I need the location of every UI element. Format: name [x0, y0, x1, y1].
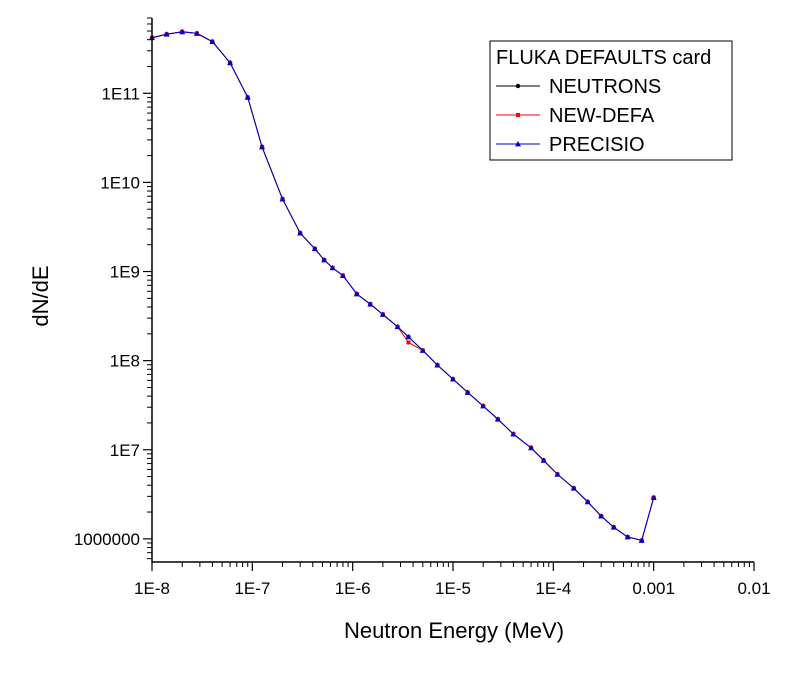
data-point-precisio: [450, 376, 456, 382]
data-point-precisio: [329, 264, 336, 271]
data-point-precisio: [638, 537, 645, 543]
data-point-precisio: [624, 533, 631, 540]
x-tick-label: 1E-8: [134, 579, 170, 598]
data-point-precisio: [570, 485, 577, 491]
data-point-precisio: [244, 94, 251, 100]
data-point-precisio: [353, 290, 360, 297]
data-point-precisio: [311, 245, 318, 252]
series-precisio: [149, 28, 657, 543]
data-point-precisio: [193, 30, 200, 36]
data-point-precisio: [598, 513, 605, 519]
x-tick-label: 0.01: [737, 579, 770, 598]
y-tick-label: 1E7: [110, 441, 140, 460]
legend-label-precisio: PRECISIO: [549, 134, 645, 156]
x-tick-label: 1E-6: [335, 579, 371, 598]
data-point-precisio: [434, 362, 441, 368]
legend: FLUKA DEFAULTS card NEUTRONS NEW-DEFA PREC…: [489, 40, 733, 161]
legend-label-neutrons: NEUTRONS: [549, 76, 661, 98]
data-point-precisio: [321, 256, 328, 263]
data-point-precisio: [279, 196, 286, 202]
y-tick-label: 1E10: [100, 173, 140, 192]
data-point-precisio: [610, 524, 617, 530]
x-tick-label: 1E-5: [435, 579, 471, 598]
legend-box: [489, 40, 733, 161]
data-point-precisio: [494, 416, 501, 422]
chart-marks: [149, 28, 657, 543]
data-point-precisio: [367, 301, 374, 307]
legend-items: NEUTRONS NEW-DEFA PRECISIO: [496, 76, 661, 156]
data-point-precisio: [419, 347, 426, 353]
data-point-precisio: [464, 389, 471, 395]
legend-marker-neutrons: [515, 83, 521, 89]
data-point-precisio: [179, 28, 186, 35]
data-point-precisio: [379, 311, 386, 317]
data-point-precisio: [209, 38, 216, 45]
legend-marker-precisio: [515, 141, 521, 147]
y-tick-label: 1E11: [102, 84, 140, 103]
x-tick-label: 1E-7: [234, 579, 270, 598]
data-point-precisio: [297, 230, 304, 236]
data-point-precisio: [405, 333, 412, 340]
data-point-precisio: [259, 143, 266, 150]
data-point-precisio: [650, 494, 657, 501]
data-point-precisio: [163, 31, 170, 37]
chart-axes: 1E-8 1E-7 1E-6 1E-5 1E-4 0.001 0.01 1000000 1E7 1…: [74, 17, 771, 598]
legend-label-new-defa: NEW-DEFA: [549, 105, 655, 127]
data-point-new-defa: [406, 340, 411, 345]
x-axis-title: Neutron Energy (MeV): [344, 618, 564, 643]
y-tick-label: 1E9: [110, 263, 140, 282]
y-tick-label: 1E8: [110, 352, 140, 371]
data-point-precisio: [528, 444, 535, 451]
data-point-precisio: [554, 471, 561, 477]
legend-title: FLUKA DEFAULTS card: [496, 47, 711, 69]
data-point-precisio: [339, 272, 346, 279]
data-point-precisio: [394, 323, 401, 330]
data-point-precisio: [540, 457, 547, 463]
y-axis-title: dN/dE: [28, 265, 53, 326]
x-tick-label: 1E-4: [535, 579, 571, 598]
data-point-precisio: [227, 59, 234, 66]
x-tick-label: 0.001: [632, 579, 675, 598]
data-point-precisio: [480, 402, 487, 409]
data-point-precisio: [510, 431, 517, 437]
y-tick-label: 1000000: [74, 530, 140, 549]
data-point-precisio: [584, 498, 591, 505]
legend-marker-new-defa: [516, 113, 520, 117]
